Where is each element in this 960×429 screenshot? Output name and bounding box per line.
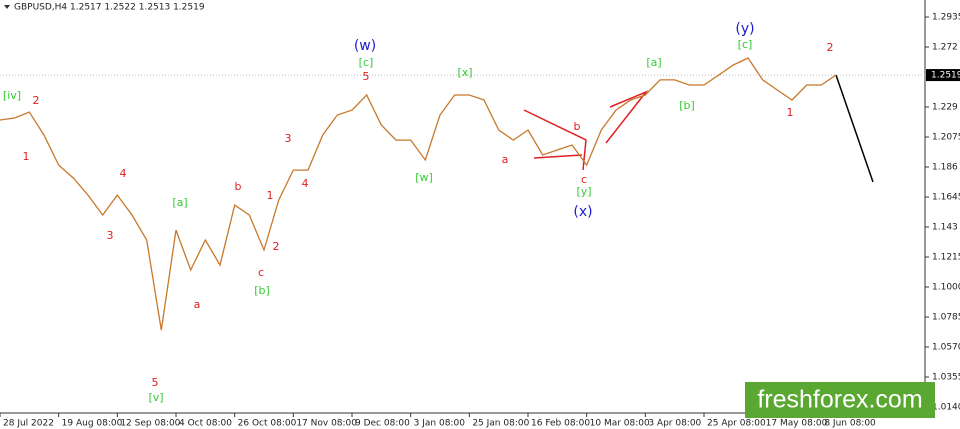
x-tick-label: 17 May 08:00: [766, 419, 828, 429]
x-tick-label: 17 Nov 08:00: [296, 419, 357, 429]
y-tick-label: 1.229: [932, 103, 958, 113]
watermark-box: [745, 382, 935, 418]
y-tick-label: 1.1215: [932, 253, 960, 263]
x-tick-label: 12 Sep 08:00: [120, 419, 180, 429]
triangle-lines: [523, 109, 587, 171]
wave-label: 3: [285, 132, 292, 145]
wave-label: [b]: [254, 284, 270, 297]
y-tick-label: 1.0355: [932, 373, 960, 383]
wave-label: [x]: [457, 66, 472, 79]
y-tick-label: 1.272: [932, 43, 958, 53]
price-label: 1.2519: [931, 71, 960, 81]
forecast-line: [835, 74, 874, 183]
plot: 1.2935 1.272 1.229 1.2075 1.186 1.1645 1.143 1.…: [0, 13, 960, 429]
wave-label: 2: [273, 240, 280, 253]
watermark: freshforex.com: [757, 386, 922, 414]
wave-label: b: [574, 120, 581, 133]
y-tick-label: 1.2075: [932, 133, 960, 143]
x-tick-label: 3 Jan 08:00: [414, 419, 466, 429]
x-tick-label: 28 Jul 2022: [3, 419, 54, 429]
x-tick-label: 8 Jun 08:00: [824, 419, 876, 429]
y-tick-label: 1.0570: [932, 343, 960, 353]
wave-label: a: [502, 153, 509, 166]
wave-label: c: [258, 266, 264, 279]
x-tick-label: 19 Aug 08:00: [62, 419, 123, 429]
chart-title: GBPUSD,H4 1.2517 1.2522 1.2513 1.2519: [14, 3, 205, 13]
y-tick-label: 1.0785: [932, 313, 960, 323]
wave-label: 2: [827, 41, 834, 54]
y-tick-label: 1.186: [932, 163, 958, 173]
wave-label: a: [194, 298, 201, 311]
price-line-series: [0, 57, 837, 331]
wave-label: [c]: [738, 38, 753, 51]
wave-label: 4: [302, 177, 309, 190]
wave-label: (w): [354, 38, 376, 54]
wave-label: 5: [363, 70, 370, 83]
wave-label: [c]: [359, 56, 374, 69]
x-tick-label: 9 Dec 08:00: [355, 419, 410, 429]
wave-label: 1: [23, 150, 30, 163]
wave-label: [a]: [172, 196, 187, 209]
y-tick-label: 1.0140: [932, 403, 960, 413]
x-tick-label: 3 Apr 08:00: [648, 419, 701, 429]
wave-label: [iv]: [3, 89, 21, 102]
x-tick-label: 10 Mar 08:00: [590, 419, 650, 429]
wave-label: 1: [267, 189, 274, 202]
wave-label: 4: [120, 167, 127, 180]
x-tick-label: 25 Jan 08:00: [472, 419, 529, 429]
wave-label: [y]: [576, 185, 591, 198]
wave-label: 3: [107, 229, 114, 242]
y-tick-label: 1.2935: [932, 13, 960, 23]
wave-label: b: [235, 180, 242, 193]
x-tick-label: 4 Oct 08:00: [179, 419, 232, 429]
wave-label: [b]: [679, 99, 695, 112]
y-tick-label: 1.1000: [932, 283, 960, 293]
wedge-lines: [605, 90, 649, 144]
wave-label: (y): [735, 21, 754, 37]
y-tick-label: 1.143: [932, 223, 958, 233]
wave-label: (x): [573, 204, 592, 220]
wave-label: 1: [787, 106, 794, 119]
wave-label: [w]: [415, 171, 433, 184]
wave-label: 2: [33, 94, 40, 107]
wave-label: c: [581, 173, 587, 186]
x-tick-label: 16 Feb 08:00: [531, 419, 590, 429]
wave-label: [v]: [148, 391, 163, 404]
menu-arrow: [4, 5, 10, 9]
wave-label: 5: [152, 376, 159, 389]
y-tick-label: 1.1645: [932, 193, 960, 203]
x-tick-label: 26 Oct 08:00: [238, 419, 297, 429]
x-tick-label: 25 Apr 08:00: [707, 419, 766, 429]
wave-label: [a]: [646, 56, 661, 69]
price-box: [926, 69, 960, 82]
